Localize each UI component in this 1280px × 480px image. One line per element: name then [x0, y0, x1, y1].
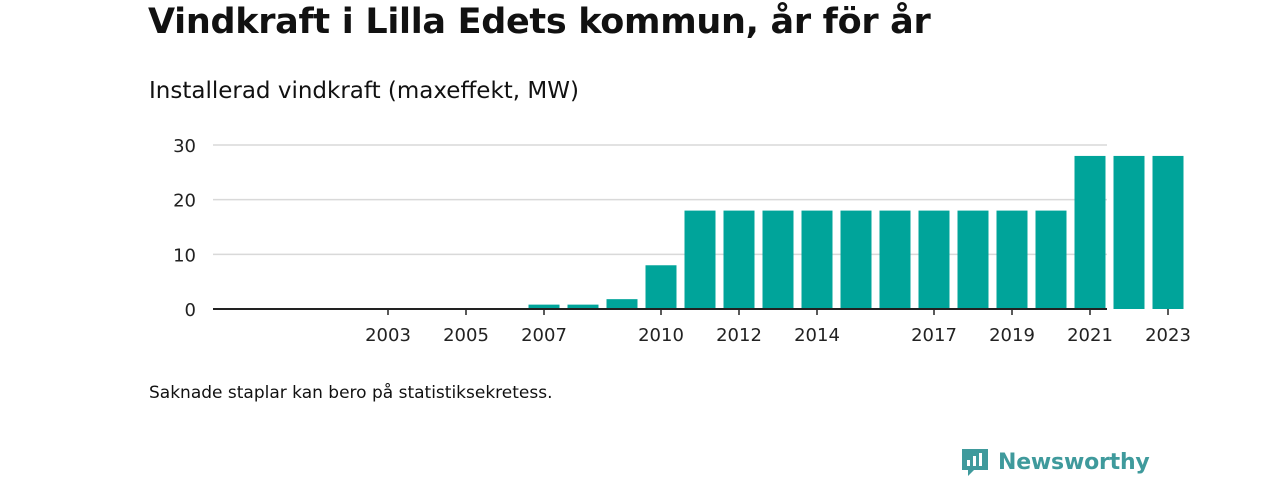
- x-tick-label: 2010: [638, 325, 684, 346]
- y-tick-label: 0: [185, 300, 196, 321]
- bar-2019: [996, 210, 1028, 309]
- bar-2021: [1074, 155, 1106, 309]
- x-tick-label: 2007: [521, 325, 567, 346]
- bar-2007: [528, 304, 560, 309]
- x-tick-label: 2005: [443, 325, 489, 346]
- newsworthy-logo[interactable]: Newsworthy: [960, 446, 1150, 478]
- axes: 0 10 20 30 2003 2005 2007 2010 2012 2014 2017 2019 2…: [173, 136, 1191, 346]
- bar-2022: [1113, 155, 1145, 309]
- chart-title: Vindkraft i Lilla Edets kommun, år för å…: [148, 2, 931, 42]
- bar-2023: [1152, 155, 1184, 309]
- bar-2017: [918, 210, 950, 309]
- bar-2016: [879, 210, 911, 309]
- bars: [528, 155, 1184, 309]
- y-tick-label: 20: [173, 191, 196, 212]
- x-tick-label: 2014: [794, 325, 840, 346]
- bar-2010: [645, 265, 677, 309]
- bar-2009: [606, 299, 638, 309]
- x-tick-label: 2012: [716, 325, 762, 346]
- x-tick-label: 2019: [989, 325, 1035, 346]
- bar-2018: [957, 210, 989, 309]
- x-tick-label: 2003: [365, 325, 411, 346]
- x-tick-label: 2021: [1067, 325, 1113, 346]
- x-tick-label: 2023: [1145, 325, 1191, 346]
- bar-2012: [723, 210, 755, 309]
- y-tick-label: 10: [173, 245, 196, 266]
- x-tick-label: 2017: [911, 325, 957, 346]
- bar-2014: [801, 210, 833, 309]
- footnote: Saknade staplar kan bero på statistiksek…: [149, 383, 553, 403]
- bar-2015: [840, 210, 872, 309]
- bar-2011: [684, 210, 716, 309]
- chart-subtitle: Installerad vindkraft (maxeffekt, MW): [149, 78, 579, 104]
- y-tick-label: 30: [173, 136, 196, 157]
- newsworthy-logo-icon: [962, 449, 988, 476]
- brand-name: Newsworthy: [998, 449, 1150, 475]
- bar-2013: [762, 210, 794, 309]
- bar-2020: [1035, 210, 1067, 309]
- bar-2008: [567, 304, 599, 309]
